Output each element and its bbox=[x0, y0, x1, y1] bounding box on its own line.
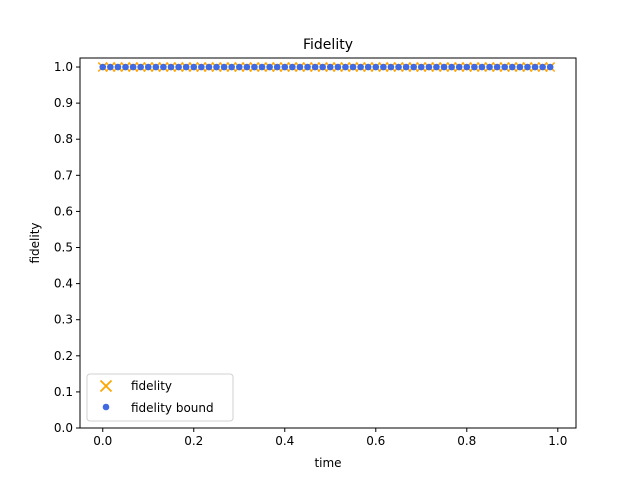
data-point-fidelity-bound bbox=[296, 63, 304, 71]
data-point-fidelity-bound bbox=[349, 63, 357, 71]
x-tick-label: 0.2 bbox=[184, 434, 203, 448]
chart-title: Fidelity bbox=[303, 37, 353, 53]
data-point-fidelity-bound bbox=[425, 63, 433, 71]
data-point-fidelity-bound bbox=[160, 63, 167, 71]
data-point-fidelity-bound bbox=[198, 63, 205, 71]
y-tick-label: 0.7 bbox=[54, 168, 73, 182]
data-point-fidelity-bound bbox=[205, 63, 213, 71]
data-point-fidelity-bound bbox=[129, 63, 137, 71]
data-point-fidelity-bound bbox=[440, 63, 448, 71]
data-point-fidelity-bound bbox=[524, 63, 531, 71]
x-tick-label: 1.0 bbox=[548, 434, 567, 448]
data-point-fidelity-bound bbox=[319, 63, 326, 71]
y-tick-label: 0.1 bbox=[54, 385, 73, 399]
data-point-fidelity-bound bbox=[213, 63, 220, 71]
data-point-fidelity-bound bbox=[243, 63, 251, 71]
data-point-fidelity-bound bbox=[273, 63, 281, 71]
y-tick-label: 0.0 bbox=[54, 421, 73, 435]
data-point-fidelity-bound bbox=[182, 63, 190, 71]
data-point-fidelity-bound bbox=[175, 63, 182, 71]
data-point-fidelity-bound bbox=[190, 63, 198, 71]
data-point-fidelity-bound bbox=[144, 63, 152, 71]
data-point-fidelity-bound bbox=[258, 63, 266, 71]
legend-label-fidelity: fidelity bbox=[131, 379, 172, 393]
y-tick-label: 1.0 bbox=[54, 60, 73, 74]
legend-marker-fidelity-bound bbox=[102, 403, 110, 411]
data-point-fidelity-bound bbox=[501, 63, 508, 71]
data-point-fidelity-bound bbox=[471, 63, 478, 71]
series-fidelity-bound bbox=[99, 63, 554, 71]
legend-marker-fidelity bbox=[99, 379, 113, 393]
data-point-fidelity-bound bbox=[486, 63, 493, 71]
y-tick-label: 0.8 bbox=[54, 132, 73, 146]
data-point-fidelity-bound bbox=[357, 63, 364, 71]
data-point-fidelity-bound bbox=[372, 63, 380, 71]
data-point-fidelity-bound bbox=[152, 63, 160, 71]
data-point-fidelity-bound bbox=[304, 63, 311, 71]
x-tick-label: 0.6 bbox=[366, 434, 385, 448]
series-fidelity bbox=[97, 61, 556, 73]
data-point-fidelity-bound bbox=[251, 63, 258, 71]
data-point-fidelity-bound bbox=[167, 63, 175, 71]
data-point-fidelity-bound bbox=[334, 63, 342, 71]
data-point-fidelity-bound bbox=[266, 63, 273, 71]
data-point-fidelity-bound bbox=[531, 63, 539, 71]
data-point-fidelity-bound bbox=[410, 63, 417, 71]
data-point-fidelity-bound bbox=[364, 63, 372, 71]
data-point-fidelity-bound bbox=[137, 63, 144, 71]
data-point-fidelity-bound bbox=[417, 63, 425, 71]
data-point-fidelity-bound bbox=[281, 63, 289, 71]
data-point-fidelity-bound bbox=[122, 63, 129, 71]
data-point-fidelity-bound bbox=[311, 63, 319, 71]
data-point-fidelity-bound bbox=[402, 63, 410, 71]
y-tick-label: 0.5 bbox=[54, 241, 73, 255]
data-point-fidelity-bound bbox=[342, 63, 349, 71]
legend-box bbox=[86, 373, 234, 422]
data-point-fidelity-bound bbox=[516, 63, 524, 71]
y-tick-label: 0.2 bbox=[54, 349, 73, 363]
x-tick-label: 0.8 bbox=[457, 434, 476, 448]
y-tick-label: 0.4 bbox=[54, 277, 73, 291]
data-point-fidelity-bound bbox=[220, 63, 228, 71]
data-point-fidelity-bound bbox=[539, 63, 546, 71]
data-point-fidelity-bound bbox=[235, 63, 243, 71]
data-point-fidelity-bound bbox=[546, 63, 554, 71]
data-point-fidelity-bound bbox=[107, 63, 114, 71]
data-point-fidelity-bound bbox=[228, 63, 235, 71]
x-tick-label: 0.0 bbox=[93, 434, 112, 448]
data-point-fidelity-bound bbox=[478, 63, 486, 71]
legend-label-fidelity-bound: fidelity bound bbox=[131, 401, 214, 415]
y-tick-label: 0.6 bbox=[54, 204, 73, 218]
y-tick-label: 0.3 bbox=[54, 313, 73, 327]
y-tick-label: 0.9 bbox=[54, 96, 73, 110]
data-point-fidelity-bound bbox=[387, 63, 395, 71]
y-axis-label: fidelity bbox=[28, 222, 42, 263]
data-point-fidelity-bound bbox=[114, 63, 122, 71]
data-point-fidelity-bound bbox=[289, 63, 296, 71]
data-point-fidelity-bound bbox=[493, 63, 501, 71]
x-tick-label: 0.4 bbox=[275, 434, 294, 448]
data-point-fidelity-bound bbox=[508, 63, 516, 71]
data-point-fidelity-bound bbox=[433, 63, 440, 71]
plot-area bbox=[79, 57, 577, 429]
data-point-fidelity-bound bbox=[326, 63, 334, 71]
data-point-fidelity-bound bbox=[395, 63, 402, 71]
data-point-fidelity-bound bbox=[455, 63, 463, 71]
data-point-fidelity-bound bbox=[448, 63, 455, 71]
data-point-fidelity-bound bbox=[99, 63, 107, 71]
x-axis-label: time bbox=[314, 456, 341, 470]
data-point-fidelity-bound bbox=[463, 63, 471, 71]
legend: fidelity fidelity bound bbox=[86, 373, 234, 422]
data-point-fidelity-bound bbox=[380, 63, 387, 71]
